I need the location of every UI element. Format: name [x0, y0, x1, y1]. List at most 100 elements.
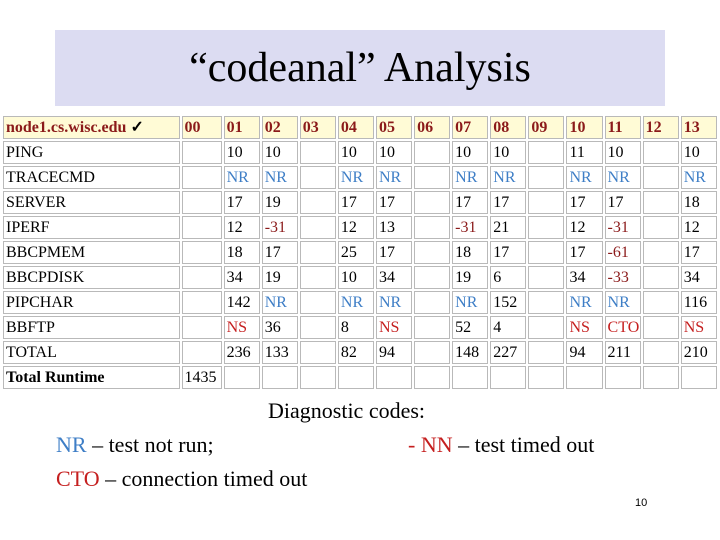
table-cell: NR	[375, 291, 413, 314]
table-cell: NR	[566, 291, 603, 314]
table-cell	[299, 141, 336, 164]
table-cell	[604, 366, 641, 389]
table-row: BBFTP NS 36 8 NS 52 4 NS CTO NS	[3, 316, 717, 339]
table-cell	[680, 366, 717, 389]
table-cell	[181, 341, 222, 364]
table-cell: 82	[337, 341, 374, 364]
table-cell	[642, 316, 679, 339]
legend-nr-code: NR	[56, 432, 87, 457]
table-row: PIPCHAR 142 NR NR NR NR 152 NR NR 116	[3, 291, 717, 314]
table-cell	[642, 191, 679, 214]
column-header-10: 10	[566, 116, 603, 139]
table-cell	[414, 216, 451, 239]
table-cell: 17	[566, 241, 603, 264]
table-cell: -31	[452, 216, 489, 239]
column-header-13: 13	[680, 116, 717, 139]
table-cell	[181, 266, 222, 289]
table-cell: 21	[490, 216, 527, 239]
table-cell: 18	[452, 241, 489, 264]
table-cell: 12	[566, 216, 603, 239]
table-cell	[528, 366, 565, 389]
table-cell: 17	[261, 241, 298, 264]
table-cell	[528, 266, 565, 289]
table-cell: 148	[452, 341, 489, 364]
table-cell: 10	[261, 141, 298, 164]
table-cell: 94	[375, 341, 413, 364]
table-cell: 17	[375, 241, 413, 264]
table-cell: NR	[261, 291, 298, 314]
table-body: node1.cs.wisc.edu ✓ 00 01 02 03 04 05 06 07 08 09…	[3, 116, 717, 389]
row-label: BBCPDISK	[3, 266, 180, 289]
column-header-12: 12	[642, 116, 679, 139]
table-cell	[528, 141, 565, 164]
diagnostic-codes-heading: Diagnostic codes:	[268, 398, 426, 423]
table-cell: -33	[604, 266, 641, 289]
table-cell: 210	[680, 341, 717, 364]
table-cell	[299, 341, 336, 364]
table-cell: 10	[337, 141, 374, 164]
table-cell: 116	[680, 291, 717, 314]
table-cell	[528, 241, 565, 264]
table-cell	[299, 166, 336, 189]
table-cell	[642, 291, 679, 314]
table-cell	[414, 166, 451, 189]
table-cell: NR	[452, 166, 489, 189]
table-cell	[642, 366, 679, 389]
table-cell: 12	[680, 216, 717, 239]
table-cell: 10	[337, 266, 374, 289]
table-cell: 17	[223, 191, 260, 214]
table-cell: NR	[375, 166, 413, 189]
table-cell: 25	[337, 241, 374, 264]
slide-title: “codeanal” Analysis	[189, 45, 531, 91]
table-cell: NR	[490, 166, 527, 189]
table-cell	[414, 316, 451, 339]
table-cell	[299, 366, 336, 389]
table-cell: 18	[223, 241, 260, 264]
legend-nn-dash: -	[408, 432, 421, 457]
table-cell: NR	[337, 166, 374, 189]
table-cell: NS	[375, 316, 413, 339]
table-cell: NS	[566, 316, 603, 339]
table-cell: 17	[566, 191, 603, 214]
row-label: BBFTP	[3, 316, 180, 339]
table-cell	[642, 166, 679, 189]
column-header-00: 00	[181, 116, 222, 139]
table-cell: NR	[261, 166, 298, 189]
table-cell: 1435	[181, 366, 222, 389]
table-row: BBCPMEM 18 17 25 17 18 17 17 -61 17	[3, 241, 717, 264]
table-cell	[299, 266, 336, 289]
table-cell	[528, 341, 565, 364]
table-cell: 12	[337, 216, 374, 239]
row-label: TOTAL	[3, 341, 180, 364]
table-cell: 34	[375, 266, 413, 289]
table-cell: NS	[680, 316, 717, 339]
column-header-03: 03	[299, 116, 336, 139]
table-cell: NR	[566, 166, 603, 189]
table-cell	[414, 341, 451, 364]
column-header-09: 09	[528, 116, 565, 139]
table-row: IPERF 12 -31 12 13 -31 21 12 -31 12	[3, 216, 717, 239]
table-cell	[528, 291, 565, 314]
table-cell: 211	[604, 341, 641, 364]
legend-nn-code: NN	[420, 432, 453, 457]
table-cell	[528, 316, 565, 339]
table-cell: 34	[680, 266, 717, 289]
table-cell	[414, 141, 451, 164]
row-label: IPERF	[3, 216, 180, 239]
table-cell	[223, 366, 260, 389]
table-row: SERVER 17 19 17 17 17 17 17 17 18	[3, 191, 717, 214]
table-cell	[181, 141, 222, 164]
table-cell: 10	[680, 141, 717, 164]
table-cell	[299, 241, 336, 264]
table-row: Total Runtime 1435	[3, 366, 717, 389]
table-cell	[452, 366, 489, 389]
table-cell: NR	[337, 291, 374, 314]
table-row: TRACECMD NR NR NR NR NR NR NR NR NR	[3, 166, 717, 189]
table-cell: 17	[490, 241, 527, 264]
row-label: Total Runtime	[3, 366, 180, 389]
table-cell: 10	[223, 141, 260, 164]
column-header-07: 07	[452, 116, 489, 139]
table-cell: 10	[490, 141, 527, 164]
table-cell: 94	[566, 341, 603, 364]
table-row: TOTAL 236 133 82 94 148 227 94 211 210	[3, 341, 717, 364]
